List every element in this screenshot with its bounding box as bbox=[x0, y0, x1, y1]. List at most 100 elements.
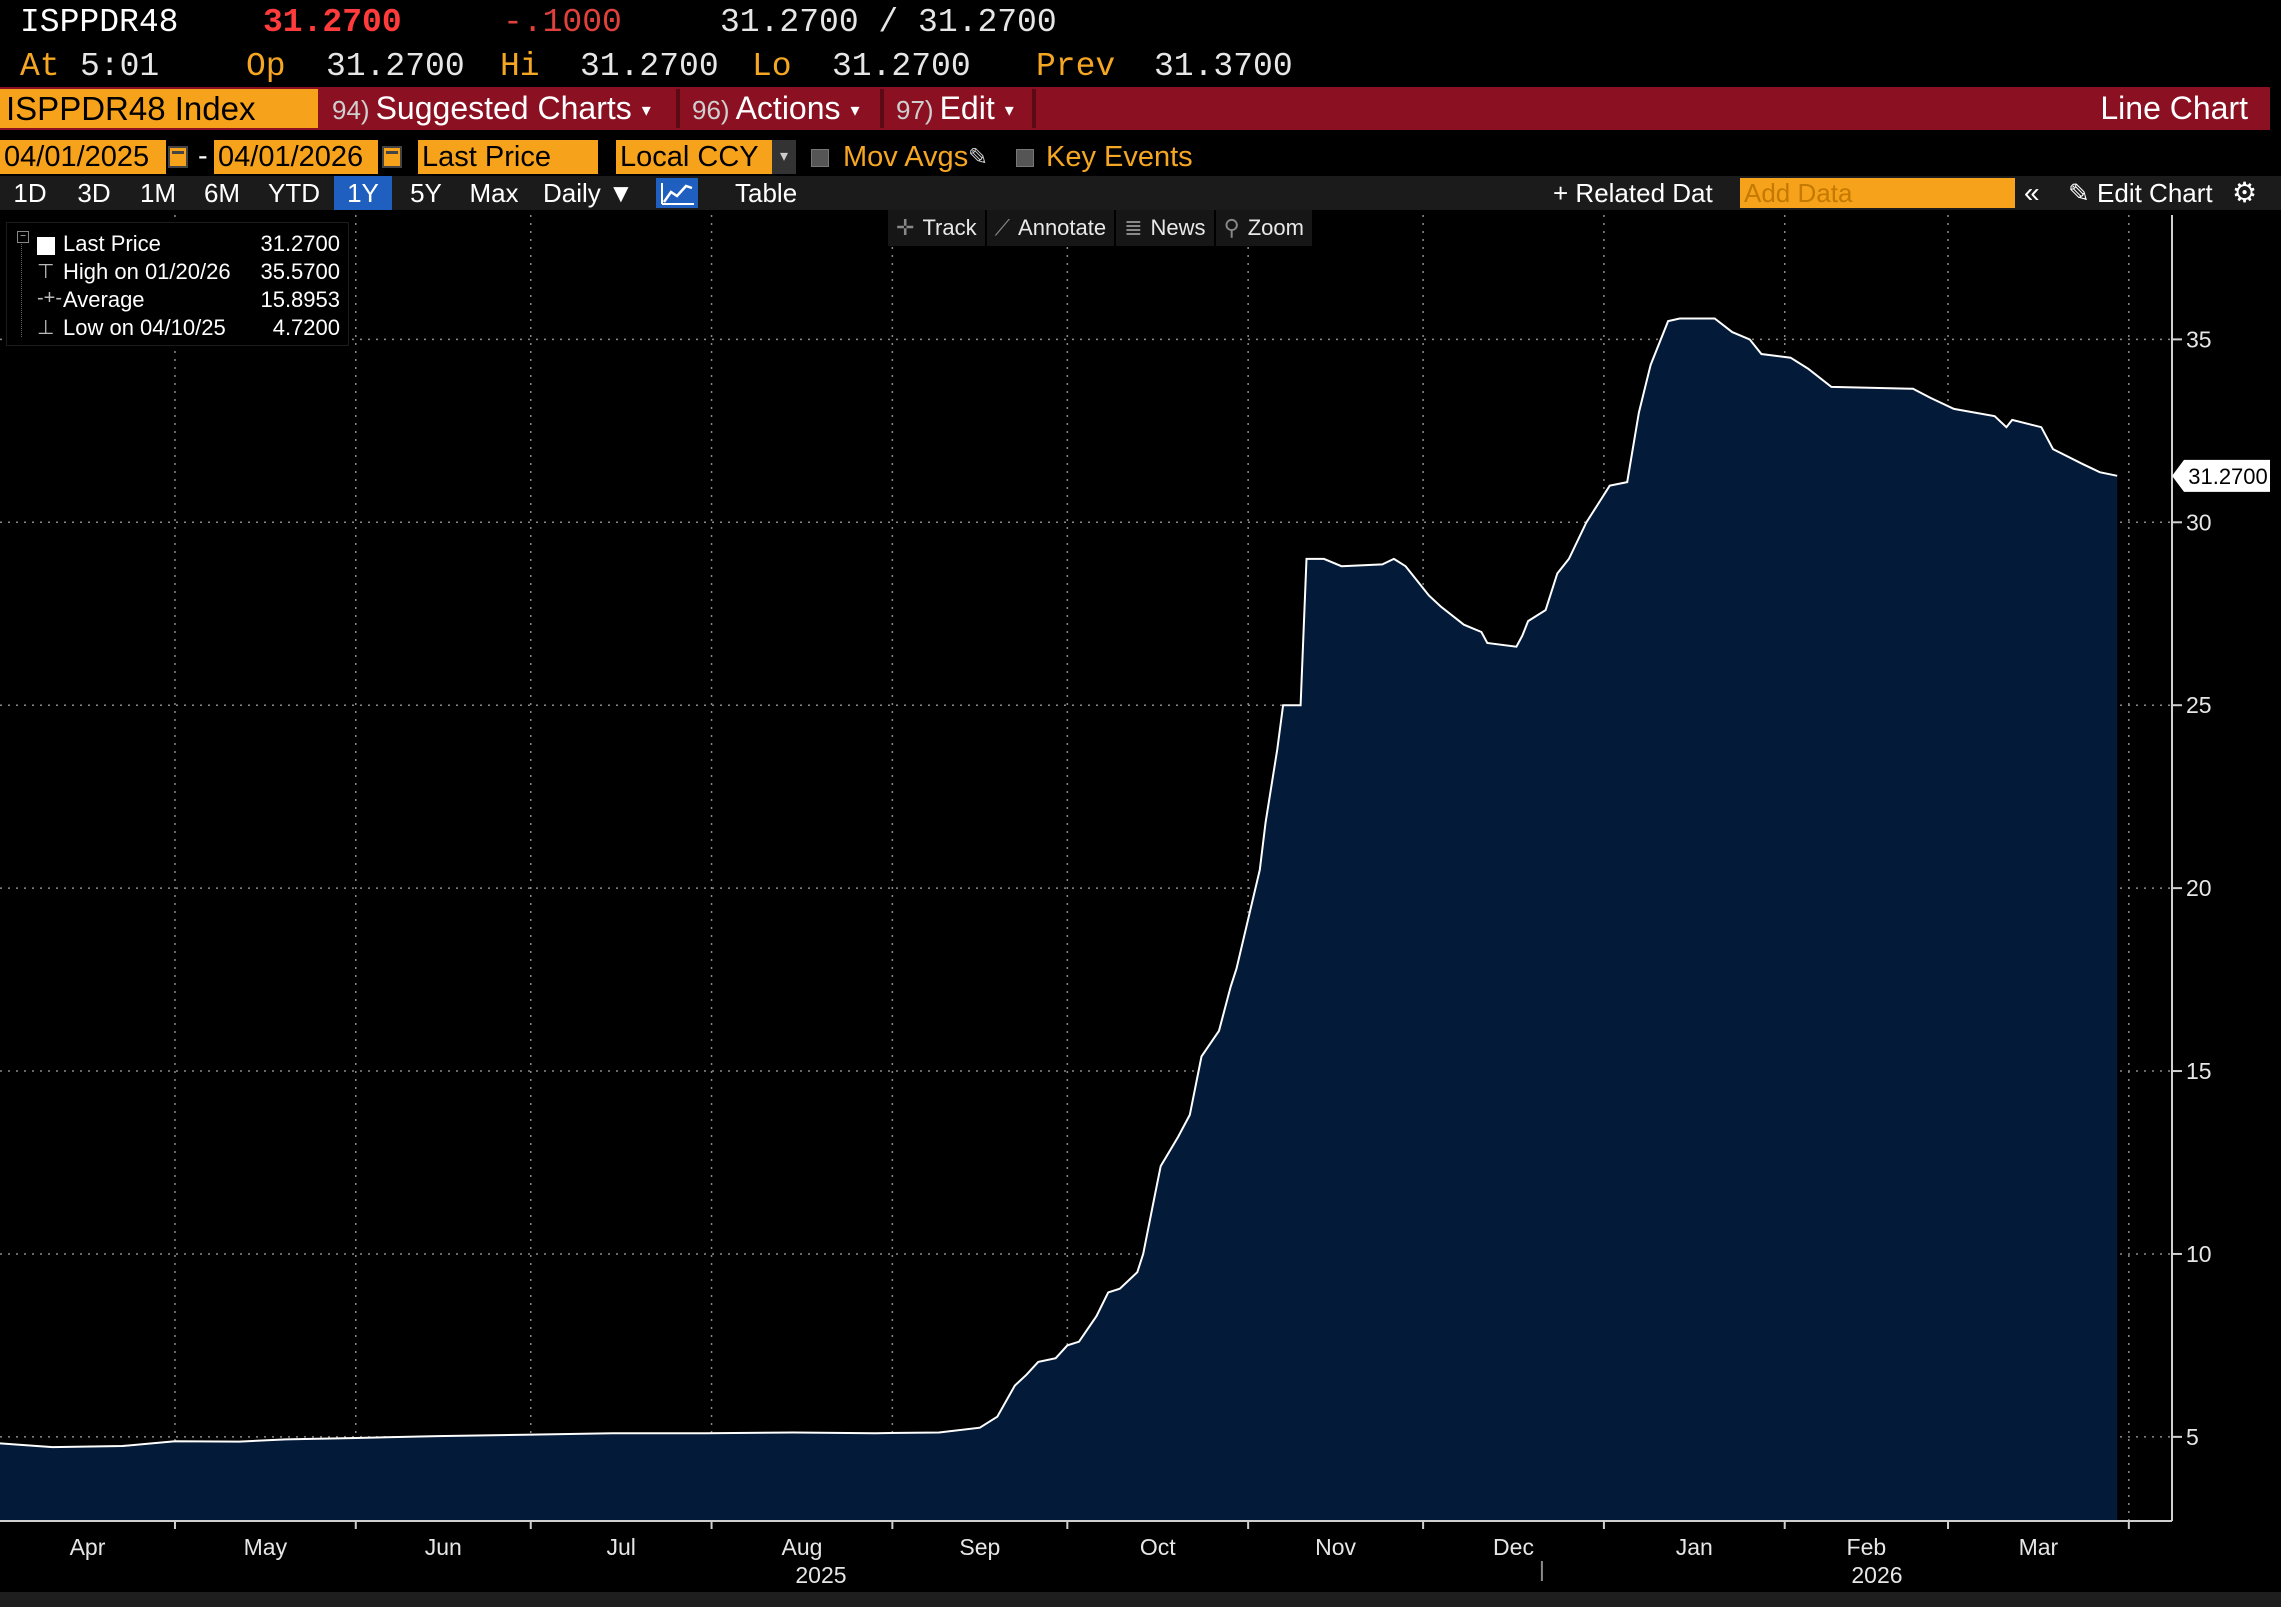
legend-row: ⊥ Low on 04/10/25 4.7200 bbox=[7, 315, 348, 343]
average-marker-icon: -+- bbox=[37, 287, 62, 309]
range-ytd[interactable]: YTD bbox=[268, 178, 320, 208]
start-date-field[interactable]: 04/01/2025 bbox=[0, 140, 166, 174]
y-tick-label: 25 bbox=[2186, 692, 2212, 718]
legend-row: ⊤ High on 01/20/26 35.5700 bbox=[7, 259, 348, 287]
related-data-button[interactable]: + Related Dat bbox=[1553, 176, 1713, 210]
pencil-icon[interactable]: ✎ bbox=[968, 144, 989, 171]
range-6m[interactable]: 6M bbox=[203, 178, 241, 208]
legend-value: 4.7200 bbox=[272, 315, 340, 340]
legend-name: Last Price bbox=[63, 231, 161, 256]
mov-avgs-label[interactable]: Mov Avgs bbox=[843, 141, 969, 173]
y-tick-label: 10 bbox=[2186, 1241, 2212, 1267]
x-tick-label: Jun bbox=[425, 1534, 462, 1560]
pencil-icon: ✎ bbox=[2068, 178, 2098, 208]
legend-name: Low on 04/10/25 bbox=[63, 315, 226, 340]
zoom-tool[interactable]: ⚲ Zoom bbox=[1216, 210, 1314, 246]
track-tool[interactable]: ✛ Track bbox=[888, 210, 987, 246]
price-area bbox=[0, 318, 2118, 1521]
edit-chart-button[interactable]: ✎ Edit Chart bbox=[2068, 176, 2213, 210]
calendar-icon[interactable] bbox=[382, 146, 402, 168]
pencil-icon: ⟋ bbox=[994, 215, 1011, 240]
news-label: News bbox=[1150, 215, 1206, 240]
range-1d[interactable]: 1D bbox=[13, 178, 47, 208]
time-label: At bbox=[20, 48, 60, 85]
prev-label: Prev bbox=[1036, 48, 1116, 85]
chart-type-title: Line Chart bbox=[2100, 90, 2248, 126]
suggested-charts-menu[interactable]: 94) Suggested Charts ▾ bbox=[332, 89, 651, 128]
news-icon: ≣ bbox=[1124, 215, 1143, 240]
chevron-down-icon[interactable]: ▾ bbox=[772, 140, 796, 174]
news-tool[interactable]: ≣ News bbox=[1116, 210, 1216, 246]
add-data-input[interactable]: Add Data bbox=[1740, 178, 2015, 208]
low-value: 31.2700 bbox=[832, 48, 971, 85]
quote-line-2: At 5:01 Op 31.2700 Hi 31.2700 Lo 31.2700… bbox=[0, 44, 2281, 86]
menu-number: 97) bbox=[896, 95, 934, 125]
x-tick-label: Oct bbox=[1140, 1534, 1176, 1560]
chart-tools: ✛ Track ⟋ Annotate ≣ News ⚲ Zoom bbox=[888, 210, 1314, 246]
y-tick-label: 35 bbox=[2186, 326, 2212, 352]
crosshair-icon: ✛ bbox=[896, 215, 915, 240]
edit-chart-label: Edit Chart bbox=[2097, 178, 2213, 208]
end-date-field[interactable]: 04/01/2026 bbox=[214, 140, 378, 174]
bid-ask: 31.2700 / 31.2700 bbox=[720, 4, 1057, 41]
frequency-select[interactable]: Daily ▼ bbox=[543, 176, 634, 210]
legend-row[interactable]: Last Price 31.2700 bbox=[7, 231, 348, 259]
menu-label: Actions bbox=[735, 90, 841, 126]
last-price: 31.2700 bbox=[263, 4, 402, 41]
x-tick-label: May bbox=[244, 1534, 288, 1560]
legend-value: 35.5700 bbox=[260, 259, 340, 284]
high-marker-icon: ⊤ bbox=[37, 261, 55, 283]
magnifier-icon: ⚲ bbox=[1223, 215, 1240, 240]
actions-menu[interactable]: 96) Actions ▾ bbox=[692, 89, 860, 128]
y-tick-label: 30 bbox=[2186, 509, 2212, 535]
range-max[interactable]: Max bbox=[469, 178, 519, 208]
collapse-icon[interactable]: − bbox=[17, 231, 29, 243]
range-3d[interactable]: 3D bbox=[77, 178, 111, 208]
date-dash: - bbox=[198, 140, 208, 172]
calendar-icon[interactable] bbox=[168, 146, 188, 168]
menu-number: 96) bbox=[692, 95, 730, 125]
gear-icon[interactable]: ⚙ bbox=[2232, 177, 2258, 208]
line-chart-icon[interactable] bbox=[656, 178, 698, 208]
open-value: 31.2700 bbox=[326, 48, 465, 85]
menu-separator bbox=[676, 89, 680, 128]
high-value: 31.2700 bbox=[580, 48, 719, 85]
mov-avgs-checkbox[interactable] bbox=[811, 149, 829, 167]
price-field-select[interactable]: Last Price bbox=[418, 140, 598, 174]
series-swatch bbox=[37, 237, 55, 255]
menu-separator bbox=[1032, 89, 1036, 128]
key-events-checkbox[interactable] bbox=[1016, 149, 1034, 167]
prev-value: 31.3700 bbox=[1154, 48, 1293, 85]
range-5y[interactable]: 5Y bbox=[410, 178, 442, 208]
y-tick-label: 15 bbox=[2186, 1058, 2212, 1084]
range-1m[interactable]: 1M bbox=[139, 178, 177, 208]
legend-name: High on 01/20/26 bbox=[63, 259, 231, 284]
menu-label: Edit bbox=[939, 90, 995, 126]
caret-down-icon: ▼ bbox=[608, 178, 634, 208]
key-events-label[interactable]: Key Events bbox=[1046, 141, 1193, 173]
x-tick-label: Mar bbox=[2019, 1534, 2059, 1560]
x-tick-label: Apr bbox=[70, 1534, 106, 1560]
chart-legend: − Last Price 31.2700 ⊤ High on 01/20/26 … bbox=[6, 222, 349, 346]
x-tick-label: Feb bbox=[1847, 1534, 1887, 1560]
track-label: Track bbox=[922, 215, 977, 240]
x-tick-label: Aug bbox=[781, 1534, 822, 1560]
menu-number: 94) bbox=[332, 95, 370, 125]
x-tick-label: Sep bbox=[959, 1534, 1000, 1560]
currency-select[interactable]: Local CCY bbox=[616, 140, 774, 174]
annotate-tool[interactable]: ⟋ Annotate bbox=[987, 210, 1117, 246]
legend-name: Average bbox=[63, 287, 145, 312]
y-tick-label: 20 bbox=[2186, 875, 2212, 901]
legend-tree-line bbox=[21, 237, 31, 337]
caret-down-icon: ▾ bbox=[1004, 100, 1014, 121]
frequency-label: Daily bbox=[543, 178, 601, 208]
edit-menu[interactable]: 97) Edit ▾ bbox=[896, 89, 1014, 128]
double-chevron-left-icon[interactable]: « bbox=[2024, 177, 2040, 208]
table-button[interactable]: Table bbox=[735, 178, 798, 208]
range-1y[interactable]: 1Y bbox=[334, 176, 392, 210]
security-field[interactable]: ISPPDR48 Index bbox=[0, 89, 318, 128]
high-label: Hi bbox=[500, 48, 540, 85]
settings-row: 04/01/2025 - 04/01/2026 Last Price Local… bbox=[0, 140, 2281, 174]
